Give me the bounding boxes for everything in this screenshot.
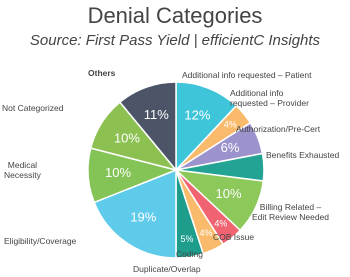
value-label: 12% [184, 107, 210, 122]
category-label: Duplicate/Overlap [133, 264, 201, 274]
category-label: Additional info requested – Patient [182, 70, 312, 80]
value-label: 5% [181, 234, 194, 244]
category-label: Authorization/Pre-Cert [236, 124, 321, 134]
category-label: Additional info requested – Provider [230, 88, 309, 108]
category-label: Billing Related – Edit Review Needed [252, 202, 330, 222]
value-label: 4% [224, 120, 237, 130]
value-label: 4% [199, 228, 212, 238]
category-label: Not Categorized [2, 103, 64, 113]
pie-slice [175, 81, 238, 172]
pie-slice [93, 168, 177, 259]
chart-title: Denial Categories [87, 3, 263, 28]
value-label: 10% [105, 165, 131, 180]
chart-subtitle: Source: First Pass Yield | efficientC In… [29, 32, 321, 49]
value-label: 10% [114, 130, 140, 145]
value-label: 6% [221, 140, 240, 155]
category-label: Benefits Exhausted [266, 150, 340, 160]
value-label: 19% [130, 209, 156, 224]
value-label: 4% [214, 219, 227, 229]
category-label: Medical Necessity [4, 160, 41, 180]
category-label: Others [88, 68, 116, 78]
value-label: 11% [144, 107, 169, 122]
value-label: 10% [216, 186, 242, 201]
category-label: COB Issue [213, 232, 255, 242]
category-label: Eligibility/Coverage [4, 236, 77, 246]
category-label: Coding [176, 249, 203, 259]
pie-slice [118, 81, 177, 173]
